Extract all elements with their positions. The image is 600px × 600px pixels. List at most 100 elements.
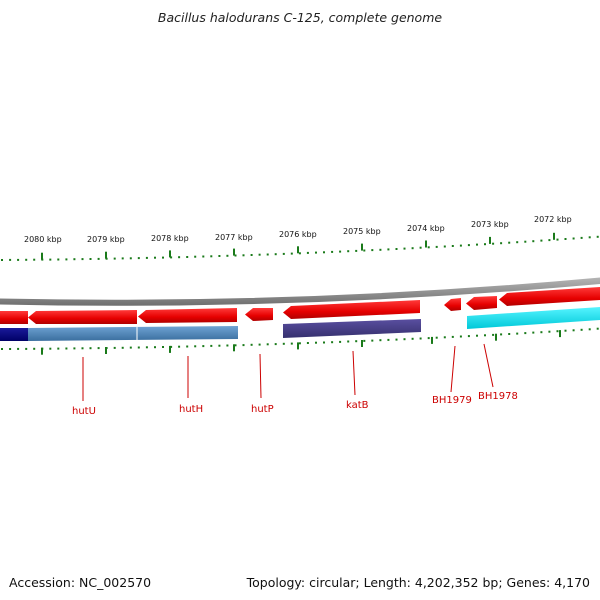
scale-tick-minor [89,347,92,350]
scale-tick-minor [186,345,189,348]
gene-label-hutH[interactable]: hutH [179,404,203,415]
scale-tick-minor [443,245,446,248]
scale-tick-minor [186,256,189,258]
scale-tick-minor [170,256,173,259]
scale-tick-minor [451,335,454,338]
scale-tick-major [41,347,43,355]
scale-tick-minor [564,329,567,332]
gene-arrow[interactable] [0,311,28,324]
scale-tick-minor [395,248,398,250]
scale-tick-minor [57,258,60,261]
scale-tick-minor [371,249,374,252]
scale-tick-minor [315,341,317,344]
scale-tick-minor [524,332,527,335]
scale-tick-minor [403,247,406,250]
scale-tick-minor [57,347,60,350]
scale-tick-minor [145,346,148,349]
scale-tick-minor [218,344,221,347]
scale-label-2076: 2076 kbp [279,230,317,239]
scale-tick-minor [443,336,446,339]
gene-arrow-BH1979[interactable] [444,298,461,311]
scale-tick-minor [1,348,3,350]
feature-bar-navy[interactable] [0,328,28,341]
scale-tick-minor [154,256,156,259]
scale-tick-minor [411,247,414,250]
scale-tick-minor [170,345,173,348]
scale-tick-minor [572,237,575,240]
scale-tick-minor [355,249,358,252]
scale-tick-minor [500,242,503,245]
gene-label-hutP[interactable]: hutP [251,404,274,415]
scale-tick-minor [234,254,237,257]
scale-tick-minor [81,258,84,261]
scale-tick-major [233,248,235,256]
scale-tick-minor [419,246,422,249]
feature-bar-steelblue[interactable] [28,326,238,341]
feature-bar-slate[interactable] [283,319,421,338]
scale-tick-major [489,236,491,244]
scale-tick-minor [403,338,406,341]
scale-tick-minor [467,335,470,338]
scale-tick-minor [459,244,462,247]
scale-label-2078: 2078 kbp [151,234,189,243]
scale-tick-minor [347,340,350,343]
scale-tick-minor [282,252,285,255]
scale-tick-minor [282,342,285,345]
scale-tick-minor [596,327,599,330]
scale-tick-minor [113,257,116,260]
scale-tick-minor [427,246,430,249]
scale-tick-minor [540,331,543,334]
outer-scale-ticks [1,232,599,261]
scale-tick-minor [459,335,462,338]
scale-tick-minor [210,344,213,347]
scale-tick-major [297,342,299,350]
feature-bar-cyan[interactable] [467,307,600,329]
feature-track[interactable] [0,307,600,341]
scale-tick-minor [323,251,325,254]
gene-label-hutU[interactable]: hutU [72,406,96,417]
scale-tick-minor [33,347,36,350]
scale-label-2072: 2072 kbp [534,215,572,224]
genome-summary-text: Topology: circular; Length: 4,202,352 bp… [246,575,590,590]
scale-tick-minor [363,339,366,342]
scale-tick-minor [258,343,261,346]
scale-tick-minor [508,333,511,335]
scale-tick-major [431,336,433,344]
scale-tick-minor [588,328,591,331]
gene-arrow-BH1978[interactable] [466,296,497,310]
scale-tick-minor [73,347,76,350]
genome-title: Bacillus halodurans C-125, complete geno… [157,10,443,25]
gene-arrow-hutU[interactable] [28,310,137,324]
scale-tick-minor [580,328,583,331]
leader-hutP [259,353,262,399]
gene-label-BH1978[interactable]: BH1978 [478,391,518,402]
scale-tick-minor [89,258,92,260]
gene-arrow[interactable] [499,287,600,306]
scale-tick-minor [121,257,124,260]
leader-BH1978 [483,343,494,388]
gene-arrow-hutH[interactable] [138,308,237,323]
gene-arrow-hutP[interactable] [245,308,273,321]
scale-tick-minor [548,330,551,333]
scale-tick-minor [492,333,495,336]
scale-tick-minor [242,254,245,257]
gene-arrow-katB[interactable] [283,300,420,319]
gene-label-BH1979[interactable]: BH1979 [432,395,472,406]
scale-tick-minor [306,251,309,254]
scale-tick-minor [355,340,358,343]
gene-label-katB[interactable]: katB [346,400,369,411]
scale-tick-minor [556,238,559,241]
scale-tick-major [233,344,235,352]
scale-tick-minor [315,251,317,254]
gene-track-red[interactable] [0,287,600,324]
scale-tick-minor [162,346,164,348]
scale-tick-minor [73,258,76,261]
scale-tick-minor [274,253,277,256]
scale-tick-major [105,251,107,259]
scale-tick-minor [194,345,197,348]
scale-tick-minor [387,248,390,251]
leader-BH1979 [450,345,456,393]
accession-text: Accession: NC_002570 [9,575,152,590]
genome-backbone [0,277,600,306]
